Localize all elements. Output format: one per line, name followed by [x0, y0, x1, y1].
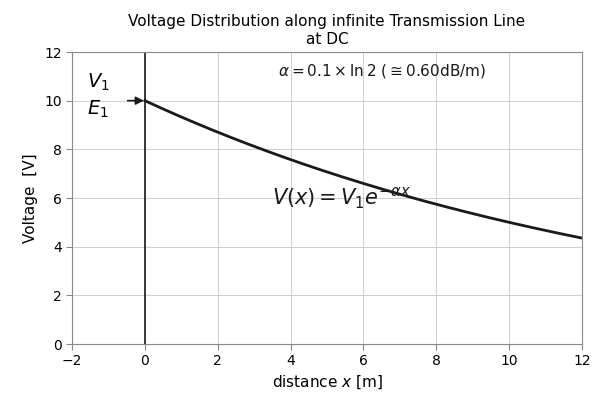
Text: $\alpha = 0.1 \times \ln 2\ (\cong 0.60\mathrm{dB/m})$: $\alpha = 0.1 \times \ln 2\ (\cong 0.60\… — [278, 62, 486, 80]
Text: $V_1$: $V_1$ — [86, 72, 109, 93]
X-axis label: distance $x$ [m]: distance $x$ [m] — [272, 374, 382, 391]
Y-axis label: Voltage  [V]: Voltage [V] — [23, 153, 38, 243]
Text: $V(x) = V_1 e^{-\alpha x}$: $V(x) = V_1 e^{-\alpha x}$ — [272, 185, 412, 211]
Text: $E_1$: $E_1$ — [86, 98, 108, 120]
Title: Voltage Distribution along infinite Transmission Line
at DC: Voltage Distribution along infinite Tran… — [128, 14, 526, 47]
